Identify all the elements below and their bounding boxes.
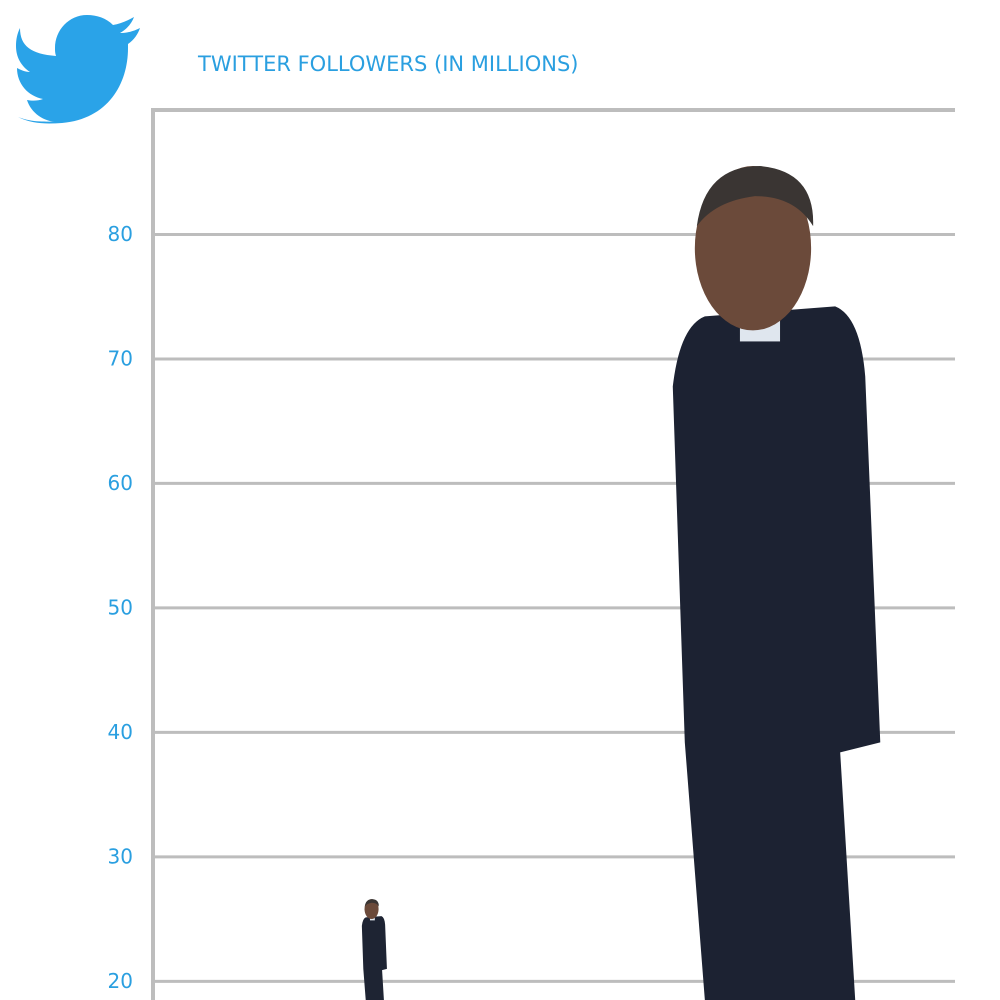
figure-head [364, 899, 379, 920]
y-tick-label: 30 [108, 844, 133, 868]
figure-body [672, 306, 881, 1000]
figure-hair [364, 899, 379, 907]
y-tick-label: 70 [108, 346, 133, 370]
chart-title: TWITTER FOLLOWERS (IN MILLIONS) [197, 52, 578, 76]
twitter-logo [16, 15, 140, 124]
person-figure [361, 899, 387, 1000]
figure-hair [696, 166, 814, 227]
person-figure [672, 166, 881, 1000]
figure-body [361, 916, 387, 1000]
y-tick-label: 50 [108, 595, 133, 619]
y-tick-label: 20 [108, 969, 133, 993]
y-tick-label: 40 [108, 720, 133, 744]
figure-head [694, 166, 812, 331]
y-tick-label: 60 [108, 471, 133, 495]
y-tick-label: 80 [108, 222, 133, 246]
